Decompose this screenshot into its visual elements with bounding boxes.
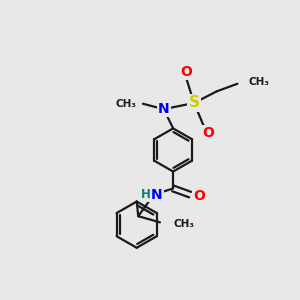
Text: O: O (180, 65, 192, 79)
Text: CH₃: CH₃ (174, 219, 195, 229)
Text: H: H (141, 188, 151, 201)
Text: N: N (158, 102, 169, 116)
Text: N: N (151, 188, 163, 202)
Text: CH₃: CH₃ (116, 99, 137, 109)
Text: S: S (189, 95, 200, 110)
Text: CH₃: CH₃ (248, 77, 269, 87)
Text: O: O (202, 126, 214, 140)
Text: O: O (194, 189, 206, 203)
